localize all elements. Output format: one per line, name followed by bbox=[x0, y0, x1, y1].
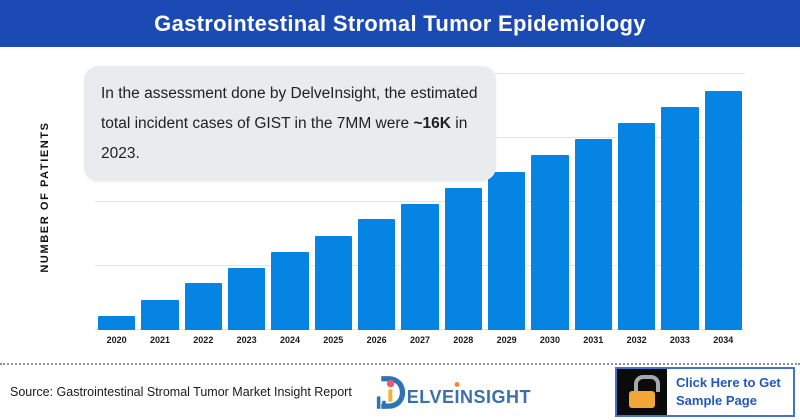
x-tick-label-2028: 2028 bbox=[453, 335, 474, 345]
x-tick-label-2027: 2027 bbox=[409, 335, 430, 345]
chart-region: NUMBER OF PATIENTS 2020 2021 2022 2023 2024 2… bbox=[0, 47, 800, 363]
bar-column-2032 bbox=[615, 74, 658, 330]
bar-2021 bbox=[141, 300, 179, 330]
bar-column-2028 bbox=[442, 74, 485, 330]
x-tick-label-2026: 2026 bbox=[366, 335, 387, 345]
x-tick-label-2020: 2020 bbox=[106, 335, 127, 345]
bar-2022 bbox=[184, 282, 222, 330]
logo-i-dot bbox=[454, 381, 460, 387]
bar-2027 bbox=[401, 204, 439, 330]
source-note: Source: Gastrointestinal Stromal Tumor M… bbox=[10, 384, 352, 399]
bar-column-2025 bbox=[312, 74, 355, 330]
bar-column-2029 bbox=[485, 74, 528, 330]
x-tick-label-2021: 2021 bbox=[149, 335, 170, 345]
bar-column-2031 bbox=[572, 74, 615, 330]
callout-text-before: In the assessment done by DelveInsight, … bbox=[101, 85, 478, 132]
x-tick-label-2034: 2034 bbox=[713, 335, 734, 345]
x-tick-label-2022: 2022 bbox=[193, 335, 214, 345]
bar-column-2027 bbox=[398, 74, 441, 330]
x-tick-label-2030: 2030 bbox=[539, 335, 560, 345]
title-bar: Gastrointestinal Stromal Tumor Epidemiol… bbox=[0, 0, 800, 47]
bar-column-2021 bbox=[138, 74, 181, 330]
y-axis-label: NUMBER OF PATIENTS bbox=[39, 121, 51, 273]
delveinsight-logo-icon bbox=[376, 375, 406, 409]
x-tick-label-2032: 2032 bbox=[626, 335, 647, 345]
get-sample-page-button[interactable]: Click Here to Get Sample Page bbox=[615, 366, 795, 417]
bar-2033 bbox=[661, 107, 699, 330]
bar-column-2034 bbox=[702, 74, 745, 330]
insight-callout: In the assessment done by DelveInsight, … bbox=[84, 66, 496, 182]
callout-text-after: in 2023. bbox=[101, 114, 468, 162]
bar-column-2020 bbox=[95, 74, 138, 330]
bar-2024 bbox=[271, 251, 309, 330]
bar-2032 bbox=[617, 122, 656, 330]
bar-2030 bbox=[531, 154, 569, 330]
x-axis-labels: 2020 2021 2022 2023 2024 2025 2026 2027 2028 2029… bbox=[95, 335, 745, 345]
bar-2031 bbox=[574, 139, 612, 330]
page-title: Gastrointestinal Stromal Tumor Epidemiol… bbox=[154, 10, 646, 36]
sample-button-label: Click Here to Get Sample Page bbox=[676, 374, 781, 408]
bar-column-2026 bbox=[355, 74, 398, 330]
plot-wrap: 2020 2021 2022 2023 2024 2025 2026 2027 2028 2029… bbox=[95, 73, 745, 345]
callout-highlight: ~16K bbox=[413, 114, 451, 132]
x-tick-label-2025: 2025 bbox=[323, 335, 344, 345]
bar-2028 bbox=[444, 187, 482, 330]
x-tick-label-2033: 2033 bbox=[669, 335, 690, 345]
plot-area bbox=[95, 73, 745, 330]
x-tick-label-2023: 2023 bbox=[236, 335, 257, 345]
x-tick-label-2024: 2024 bbox=[279, 335, 300, 345]
bar-2026 bbox=[358, 218, 396, 330]
x-tick-label-2029: 2029 bbox=[496, 335, 517, 345]
footer: Source: Gastrointestinal Stromal Tumor M… bbox=[0, 363, 800, 418]
open-padlock-icon bbox=[617, 368, 667, 415]
bar-column-2023 bbox=[225, 74, 268, 330]
bar-2025 bbox=[314, 236, 352, 330]
bar-column-2030 bbox=[528, 74, 571, 330]
bar-2034 bbox=[704, 90, 742, 330]
x-tick-label-2031: 2031 bbox=[583, 335, 604, 345]
logo-wordmark: ELVE INSIGHT bbox=[407, 381, 531, 406]
bar-2029 bbox=[487, 172, 526, 330]
bar-2023 bbox=[228, 268, 266, 330]
bar-column-2033 bbox=[658, 74, 701, 330]
gridline bbox=[95, 201, 745, 202]
bar-2020 bbox=[98, 315, 136, 330]
bar-column-2024 bbox=[268, 74, 311, 330]
delveinsight-logo: ELVE INSIGHT bbox=[376, 375, 531, 409]
bars-row bbox=[95, 74, 745, 330]
bar-column-2022 bbox=[182, 74, 225, 330]
